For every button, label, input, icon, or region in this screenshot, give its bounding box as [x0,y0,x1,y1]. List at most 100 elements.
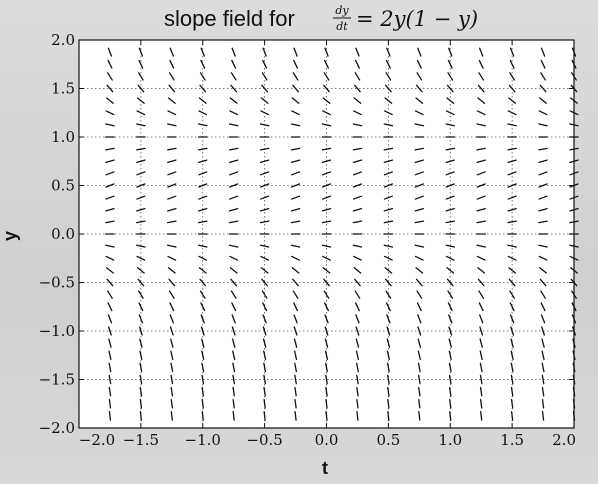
slope-segment [138,47,144,57]
slope-segment [167,159,177,164]
slope-segment [509,290,516,299]
slope-segment [508,267,517,274]
slope-segment [200,302,206,312]
slope-segment [414,255,424,261]
slope-segment [507,147,517,151]
slope-segment [508,84,516,93]
slope-segment [105,110,115,116]
slope-segment [259,123,270,127]
title-derivative-numerator: dy [335,4,349,17]
slope-segment [383,244,394,248]
slope-segment [509,47,515,57]
slope-segments [105,47,579,421]
slope-segment [449,411,452,421]
slope-segment [541,386,545,397]
slope-segment [294,411,297,421]
slope-segment [138,59,144,69]
slope-segment [414,159,424,164]
y-axis-ticks: 2.0 1.5 1.0 0.5 0.0 −0.5 −1.0 −1.5 −2.0 [39,31,574,437]
slope-segment [232,374,236,385]
slope-segment [476,220,486,224]
slope-segment [324,350,329,361]
slope-segment [139,386,143,397]
slope-segment [414,171,424,176]
slope-segment [262,59,268,69]
slope-segment [200,59,206,69]
slope-segment [137,290,144,299]
slope-segment [387,374,390,385]
slope-segment [354,59,360,69]
slope-segment [569,255,579,261]
slope-segment [105,159,115,164]
slope-segment [136,244,146,248]
slope-segment [445,183,455,188]
slope-segment [448,374,452,385]
slope-segment [198,195,208,200]
slope-segment [571,59,577,69]
slope-segment [201,362,205,373]
y-tick-label: 0.0 [51,225,75,243]
slope-segment [292,72,299,81]
slope-segment [476,123,486,127]
slope-segment [292,84,299,93]
slope-segment [383,183,393,188]
slope-segment [572,386,576,397]
slope-segment [107,47,113,57]
slope-segment [384,267,393,274]
slope-segment [569,147,579,151]
slope-segment [510,386,514,397]
x-axis-label: t [322,458,328,478]
slope-segment [507,207,517,212]
slope-segment [507,183,517,188]
slope-segment [167,97,176,104]
slope-segment [228,220,239,224]
slope-segment [539,267,547,274]
slope-segment [199,72,206,81]
slope-segment [321,171,332,176]
slope-segment [477,278,485,287]
slope-segment [385,59,391,69]
slope-segment [201,386,205,397]
slope-segment [262,314,267,324]
slope-segment [541,411,545,421]
slope-segment [479,350,483,361]
slope-segment [230,278,238,287]
slope-segment [322,255,331,261]
slope-segment [415,278,423,287]
slope-segment [201,398,204,409]
slope-segment [294,386,297,397]
slope-segment [259,244,270,248]
slope-segment [139,398,143,409]
slope-segment [293,302,299,312]
slope-segment [232,350,236,361]
slope-segment [477,267,486,274]
slope-segment [230,72,237,81]
slope-segment [325,362,328,373]
slope-segment [445,159,455,164]
slope-segment [447,290,454,299]
slope-segment [507,255,517,261]
slope-segment [139,374,143,385]
slope-segment [106,267,114,274]
slope-segment [324,47,329,57]
slope-segment [262,47,267,57]
slope-segment [169,59,175,69]
slope-segment [201,350,205,361]
slope-segment [323,84,330,93]
title-derivative-denominator: dt [336,20,348,33]
slope-segment [231,326,236,336]
slope-segment [170,411,173,421]
slope-segment [510,398,514,409]
slope-segment [232,398,235,409]
slope-segment [263,386,266,397]
slope-segment [445,220,456,224]
slope-segment [479,386,483,397]
slope-segment [355,326,360,336]
slope-segment [137,72,144,81]
slope-segment [198,171,208,176]
slope-segment [262,326,267,336]
slope-segment [510,411,514,421]
slope-segment [449,398,452,409]
slope-segment [352,147,363,151]
slope-segment [261,278,269,287]
